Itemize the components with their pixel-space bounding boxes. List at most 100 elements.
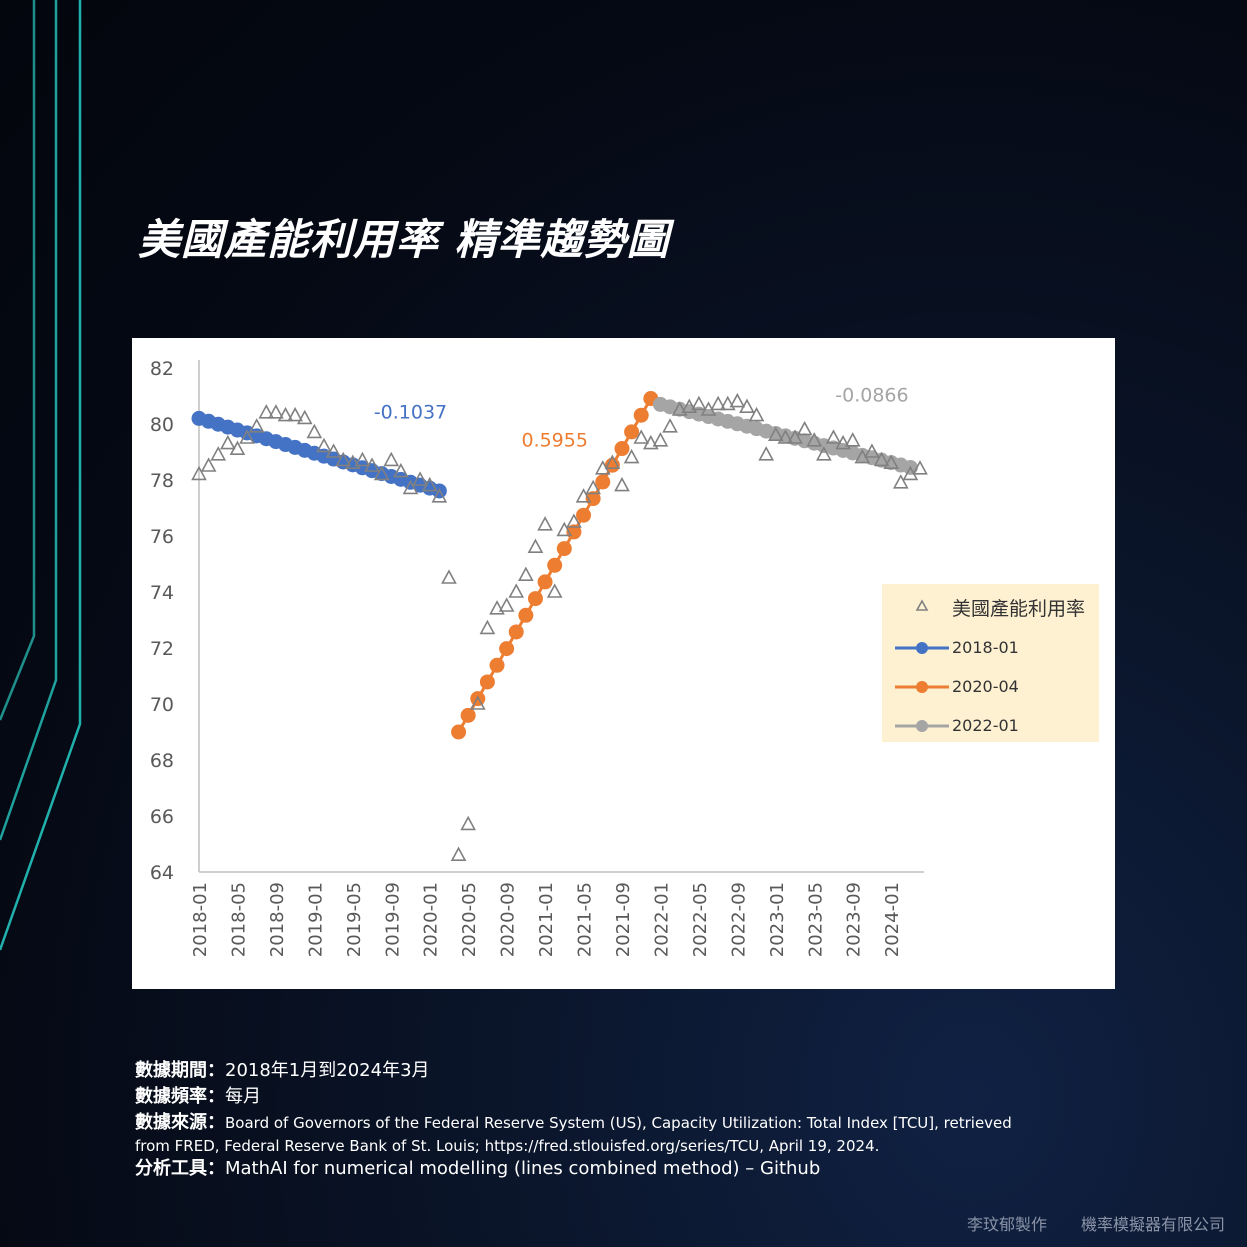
observed-point	[681, 398, 698, 413]
credit-company: 機率模擬器有限公司	[1080, 1215, 1225, 1234]
observed-point	[364, 457, 380, 472]
observed-point	[729, 392, 746, 408]
observed-point	[652, 432, 669, 447]
observed-point	[383, 451, 400, 467]
trend-point	[624, 424, 640, 440]
note-period: 數據期間：2018年1月到2024年3月	[135, 1058, 1185, 1084]
observed-point	[864, 443, 880, 458]
observed-point	[268, 404, 284, 419]
observed-point	[498, 597, 515, 612]
observed-point	[412, 471, 428, 486]
y-tick-label: 76	[150, 526, 174, 548]
observed-point	[277, 406, 294, 422]
y-tick-label: 80	[150, 414, 174, 436]
trend-point	[518, 607, 534, 623]
x-tick-label: 2022-05	[690, 882, 711, 957]
observed-point	[450, 846, 467, 862]
trend-point	[547, 557, 563, 573]
observed-point	[739, 398, 755, 413]
observed-point	[787, 429, 803, 444]
trend-point	[614, 441, 630, 457]
legend-line-marker-icon	[895, 642, 949, 654]
note-tool-key: 分析工具：	[135, 1158, 225, 1179]
x-tick-label: 2023-01	[767, 882, 788, 957]
x-tick-label: 2018-01	[190, 882, 211, 957]
observed-point	[527, 538, 544, 553]
slope-label-2020-04: 0.5955	[521, 429, 587, 451]
credit-author: 李玟郁製作	[966, 1215, 1047, 1234]
deco-line-2	[0, 0, 58, 841]
observed-point	[758, 446, 775, 461]
observed-point	[806, 432, 823, 447]
deco-line-3	[0, 0, 82, 951]
chart-legend: 美國產能利用率 2018-01 2020-04 2022-01	[882, 584, 1099, 742]
observed-point	[767, 426, 784, 441]
observed-point	[710, 395, 726, 411]
observed-point	[748, 406, 765, 422]
observed-point	[191, 465, 207, 481]
legend-label-2020: 2020-04	[952, 677, 1019, 696]
observed-point	[825, 429, 842, 444]
observed-point	[508, 583, 525, 598]
trend-point	[537, 574, 553, 590]
x-tick-label: 2019-05	[344, 882, 365, 957]
data-notes: 數據期間：2018年1月到2024年3月 數據頻率：每月 數據來源：Board …	[135, 1058, 1185, 1182]
x-tick-label: 2021-09	[613, 882, 634, 957]
legend-triangle-icon	[915, 599, 929, 611]
observed-point	[306, 423, 323, 439]
deco-line-1	[0, 0, 36, 721]
legend-line-marker-icon	[895, 681, 949, 693]
note-frequency-value: 每月	[225, 1086, 261, 1107]
observed-point	[719, 395, 736, 411]
legend-label-2018: 2018-01	[952, 638, 1019, 657]
slope-label-2022-01: -0.0866	[835, 385, 908, 407]
observed-point	[912, 460, 928, 475]
x-tick-label: 2018-05	[228, 882, 249, 957]
trend-point	[489, 657, 505, 673]
observed-point	[258, 404, 275, 419]
observed-point	[344, 454, 361, 469]
observed-point	[537, 516, 553, 531]
observed-point	[566, 513, 582, 528]
observed-point	[441, 569, 457, 584]
x-tick-label: 2020-05	[459, 882, 480, 957]
x-tick-label: 2019-09	[382, 882, 403, 957]
observed-point	[873, 451, 890, 467]
y-tick-label: 82	[150, 358, 174, 380]
observed-point	[691, 395, 707, 411]
y-tick-label: 66	[150, 806, 174, 828]
x-tick-label: 2020-01	[421, 882, 442, 957]
observed-point	[489, 600, 505, 615]
x-tick-label: 2022-09	[728, 882, 749, 957]
observed-point	[816, 446, 832, 461]
observed-point	[316, 437, 332, 453]
observed-point	[325, 443, 342, 458]
legend-item-2020: 2020-04	[882, 675, 1099, 699]
note-period-key: 數據期間：	[135, 1060, 225, 1081]
observed-point	[460, 815, 477, 831]
note-source-key: 數據來源：	[135, 1112, 225, 1133]
observed-point	[219, 434, 236, 450]
x-tick-label: 2022-01	[651, 882, 672, 957]
chart-canvas: 64 66 68 70 72 74 76 78 80 82 2018-01 2018-05 2018-0…	[150, 358, 928, 957]
x-tick-label: 2021-01	[536, 882, 557, 957]
y-tick-label: 68	[150, 750, 174, 772]
observed-point	[393, 462, 409, 478]
x-tick-label: 2018-09	[267, 882, 288, 957]
observed-point	[479, 619, 496, 635]
note-tool-value: MathAI for numerical modelling (lines co…	[225, 1158, 821, 1179]
legend-line-marker-icon	[895, 720, 949, 732]
legend-item-2022: 2022-01	[882, 714, 1099, 738]
y-tick-label: 74	[150, 582, 174, 604]
x-tick-label: 2024-01	[882, 882, 903, 957]
note-source: 數據來源：Board of Governors of the Federal R…	[135, 1110, 1185, 1136]
observed-point	[614, 476, 630, 492]
observed-point	[518, 566, 534, 581]
page-title: 美國產能利用率 精準趨勢圖	[138, 215, 670, 264]
observed-point	[883, 454, 900, 469]
trend-point	[499, 641, 515, 657]
observed-point	[200, 457, 217, 472]
legend-item-observed: 美國產能利用率	[882, 594, 1099, 620]
trend-point	[556, 541, 572, 557]
observed-point	[777, 429, 794, 444]
